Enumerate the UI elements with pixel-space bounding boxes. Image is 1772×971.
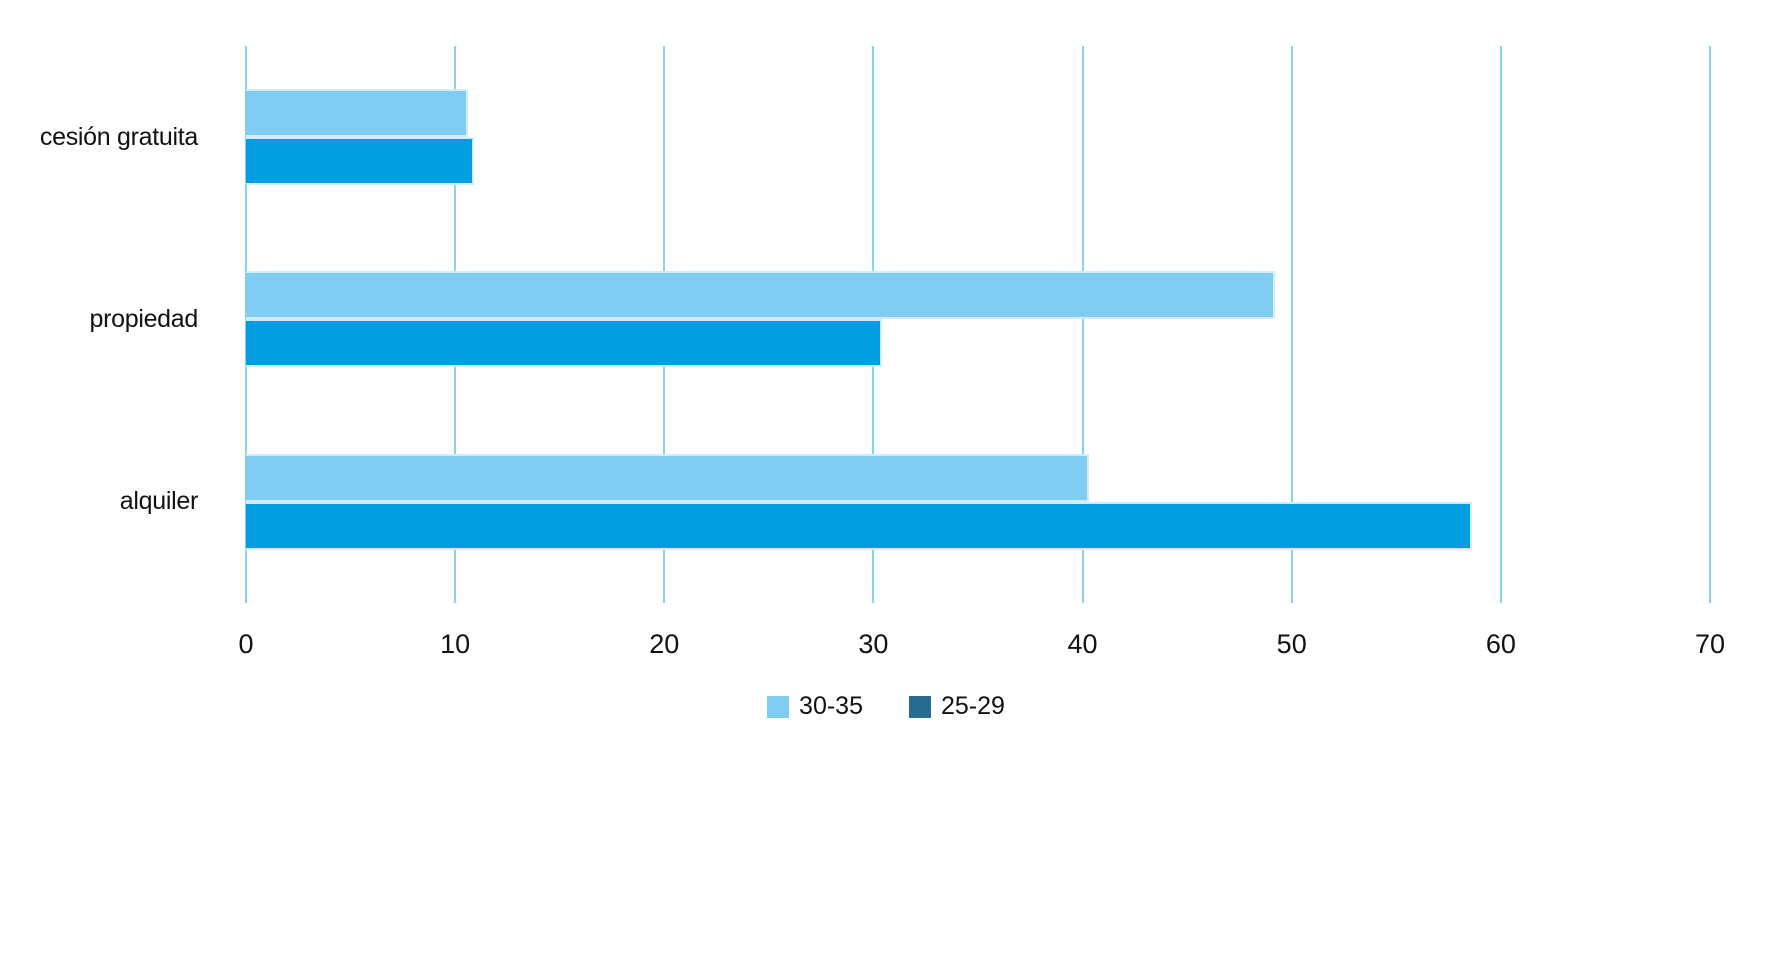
category-label-alquiler: alquiler bbox=[119, 487, 199, 516]
bar-25-29-alquiler bbox=[246, 501, 1472, 550]
x-tick-label: 50 bbox=[1276, 629, 1307, 659]
plot-area bbox=[245, 46, 1711, 603]
bar-30-35-alquiler bbox=[246, 453, 1089, 502]
gridline bbox=[1499, 46, 1502, 603]
legend-item-30-35[interactable]: 30-35 bbox=[767, 692, 863, 721]
category-label-propiedad: propiedad bbox=[89, 304, 198, 333]
legend: 30-35 25-29 bbox=[0, 692, 1772, 721]
x-tick-label: 20 bbox=[649, 629, 680, 659]
x-tick-label: 30 bbox=[858, 629, 889, 659]
bar-group-cesión-gratuita bbox=[246, 46, 1710, 228]
legend-item-25-29[interactable]: 25-29 bbox=[909, 692, 1005, 721]
bar-25-29-cesión-gratuita bbox=[246, 137, 474, 186]
gridline bbox=[1709, 46, 1711, 603]
bar-group-propiedad bbox=[246, 228, 1710, 410]
x-tick-label: 60 bbox=[1485, 629, 1516, 659]
x-tick-label: 10 bbox=[440, 629, 471, 659]
legend-swatch-25-29 bbox=[909, 695, 931, 718]
bar-group-alquiler bbox=[246, 411, 1710, 593]
x-axis: 0 10 20 30 40 50 60 70 bbox=[238, 628, 1725, 668]
bars-layer bbox=[246, 46, 1710, 593]
x-tick-label: 0 bbox=[238, 629, 254, 659]
gridline bbox=[1290, 46, 1293, 603]
bar-30-35-cesión-gratuita bbox=[246, 89, 468, 138]
legend-label: 25-29 bbox=[941, 692, 1005, 720]
bar-25-29-propiedad bbox=[246, 319, 882, 368]
category-label-cesión-gratuita: cesión gratuita bbox=[39, 122, 198, 151]
legend-label: 30-35 bbox=[799, 692, 863, 720]
x-tick-label: 40 bbox=[1067, 629, 1098, 659]
legend-swatch-30-35 bbox=[767, 695, 790, 718]
gridline bbox=[1081, 46, 1084, 603]
x-tick-label: 70 bbox=[1694, 629, 1726, 659]
bar-30-35-propiedad bbox=[246, 271, 1275, 320]
category-labels: cesión gratuita propiedad alquiler bbox=[0, 46, 198, 593]
